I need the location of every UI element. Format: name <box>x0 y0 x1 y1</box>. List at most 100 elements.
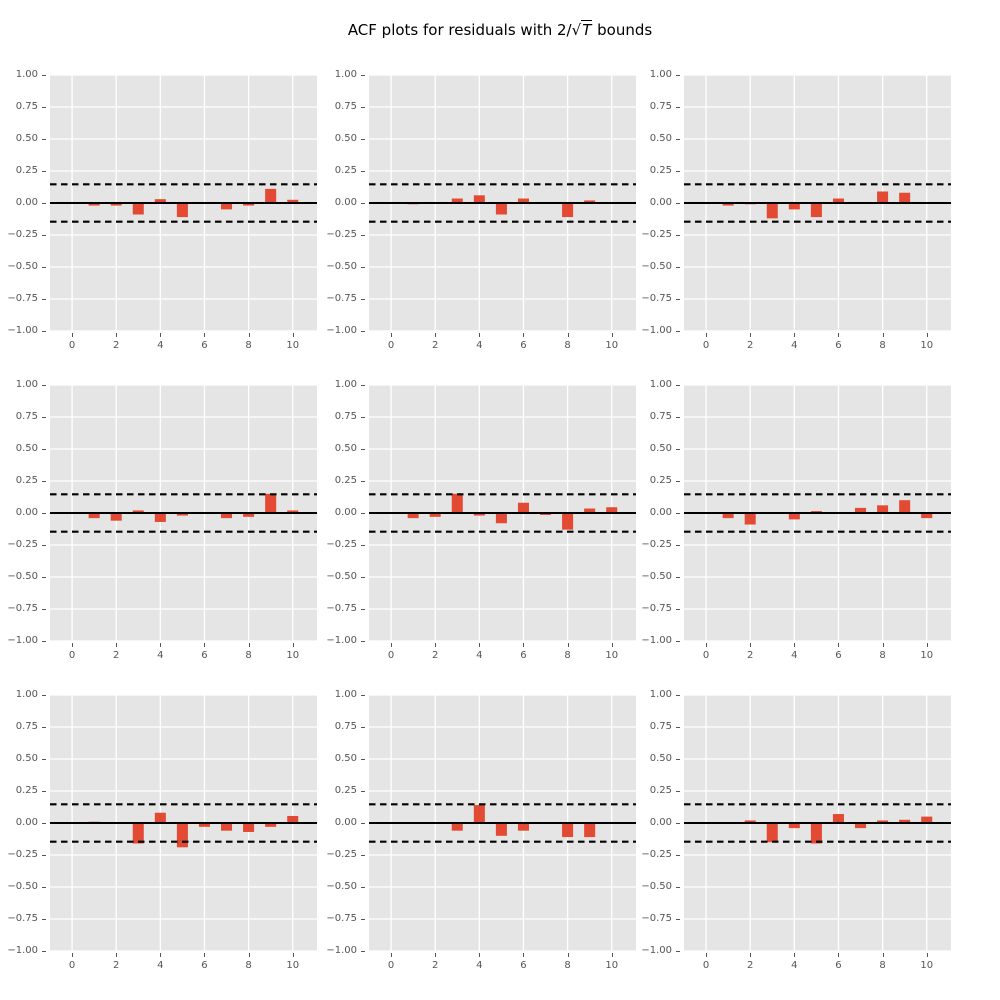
x-tick-mark <box>72 953 74 957</box>
y-tick-label: −1.00 <box>641 325 672 336</box>
y-tick-label: −1.00 <box>641 635 672 646</box>
x-tick-label: 8 <box>564 340 571 351</box>
acf-bar-lag10 <box>287 510 299 513</box>
y-tick-mark <box>676 855 680 856</box>
acf-subplot-r0c1: 1.00 0.75 0.50 0.25 0.00 −0.25 −0.50 −0.75 −1.00… <box>319 67 636 359</box>
y-tick-label: 0.25 <box>334 475 357 486</box>
y-tick-label: 0.00 <box>15 507 38 518</box>
y-tick-label: 1.00 <box>649 69 672 80</box>
y-tick-label: −0.75 <box>7 603 38 614</box>
x-tick-label: 10 <box>920 650 934 661</box>
y-tick-mark <box>42 791 46 792</box>
acf-bar-lag8 <box>877 191 889 203</box>
x-tick-mark <box>391 643 393 647</box>
x-tick-label: 2 <box>432 650 439 661</box>
plot-area <box>369 385 636 641</box>
y-tick-mark <box>361 171 365 172</box>
x-tick-mark <box>116 333 118 337</box>
y-tick-mark <box>42 823 46 824</box>
x-tick-mark <box>391 953 393 957</box>
acf-bar-lag7 <box>221 513 233 519</box>
y-tick-mark <box>676 919 680 920</box>
x-tick-mark <box>567 333 569 337</box>
figure-title: ACF plots for residuals with 2/√T bounds <box>0 20 1000 39</box>
x-tick-label: 4 <box>791 340 798 351</box>
x-tick-mark <box>838 953 840 957</box>
acf-bar-lag6 <box>517 823 529 831</box>
y-tick-mark <box>676 107 680 108</box>
y-tick-mark <box>676 299 680 300</box>
x-tick-label: 4 <box>476 340 483 351</box>
x-tick-label: 8 <box>564 960 571 971</box>
y-tick-label: 0.50 <box>649 753 672 764</box>
acf-bar-lag10 <box>921 513 933 519</box>
y-tick-mark <box>676 203 680 204</box>
y-tick-mark <box>361 855 365 856</box>
acf-bar-lag7 <box>855 823 867 829</box>
y-tick-label: −0.25 <box>326 539 357 550</box>
acf-bar-lag2 <box>110 203 122 206</box>
y-tick-mark <box>676 417 680 418</box>
y-tick-mark <box>42 107 46 108</box>
x-tick-label: 4 <box>791 650 798 661</box>
y-tick-label: 0.75 <box>334 101 357 112</box>
x-tick-mark <box>248 953 250 957</box>
acf-bar-lag6 <box>832 814 844 823</box>
y-tick-mark <box>676 449 680 450</box>
y-tick-mark <box>42 695 46 696</box>
x-tick-mark <box>479 643 481 647</box>
y-tick-mark <box>676 823 680 824</box>
y-tick-label: 0.00 <box>334 817 357 828</box>
y-tick-mark <box>676 577 680 578</box>
y-tick-label: −0.75 <box>641 603 672 614</box>
y-tick-label: −1.00 <box>7 945 38 956</box>
x-tick-mark <box>926 333 928 337</box>
acf-bar-lag9 <box>265 188 277 203</box>
acf-bar-lag4 <box>154 513 166 522</box>
y-tick-mark <box>676 545 680 546</box>
acf-bar-lag7 <box>221 823 233 831</box>
acf-bar-lag7 <box>855 507 867 513</box>
plot-area <box>369 75 636 331</box>
x-tick-label: 8 <box>245 960 252 971</box>
x-tick-mark <box>204 643 206 647</box>
y-tick-label: −1.00 <box>326 945 357 956</box>
x-tick-mark <box>72 643 74 647</box>
y-tick-mark <box>676 951 680 952</box>
title-prefix: ACF plots for residuals with 2/ <box>347 21 572 39</box>
acf-bar-lag5 <box>495 203 507 215</box>
y-tick-label: 1.00 <box>334 379 357 390</box>
x-tick-label: 8 <box>879 340 886 351</box>
x-tick-label: 10 <box>286 960 300 971</box>
x-tick-label: 0 <box>702 960 710 971</box>
y-tick-label: 0.25 <box>334 785 357 796</box>
x-tick-label: 10 <box>920 340 934 351</box>
acf-bar-lag1 <box>88 513 100 519</box>
x-tick-mark <box>292 643 294 647</box>
y-tick-label: 0.25 <box>334 165 357 176</box>
acf-bar-lag3 <box>132 823 144 844</box>
y-tick-label: −1.00 <box>7 325 38 336</box>
x-tick-label: 10 <box>605 960 619 971</box>
plot-area <box>50 385 317 641</box>
x-tick-label: 0 <box>68 960 76 971</box>
acf-bar-lag9 <box>265 493 277 513</box>
acf-subplot-r1c2: 1.00 0.75 0.50 0.25 0.00 −0.25 −0.50 −0.75 −1.00… <box>634 377 951 669</box>
x-tick-mark <box>706 953 708 957</box>
x-tick-label: 10 <box>920 960 934 971</box>
acf-bar-lag9 <box>899 192 911 203</box>
y-tick-label: 1.00 <box>334 69 357 80</box>
y-tick-mark <box>676 267 680 268</box>
x-tick-mark <box>248 643 250 647</box>
acf-bar-lag9 <box>899 819 911 823</box>
acf-bar-lag5 <box>495 823 507 836</box>
acf-bar-lag3 <box>766 203 778 219</box>
x-tick-label: 4 <box>791 960 798 971</box>
x-tick-label: 4 <box>157 340 164 351</box>
acf-subplot-r0c0: 1.00 0.75 0.50 0.25 0.00 −0.25 −0.50 −0.75 −1.00… <box>0 67 317 359</box>
x-tick-mark <box>116 643 118 647</box>
x-tick-label: 2 <box>747 960 754 971</box>
y-tick-mark <box>361 417 365 418</box>
y-tick-mark <box>361 513 365 514</box>
x-tick-mark <box>882 643 884 647</box>
